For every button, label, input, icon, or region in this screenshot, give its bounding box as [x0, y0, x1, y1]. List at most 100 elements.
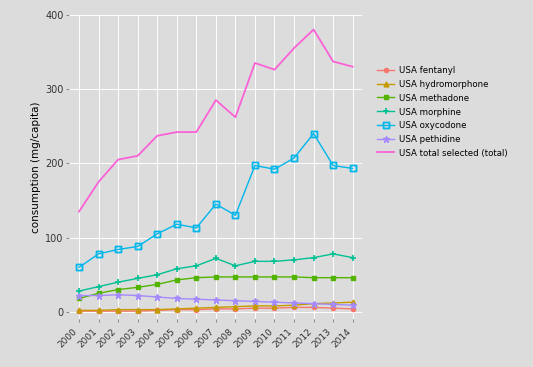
- USA pethidine: [154, 295, 160, 299]
- USA morphine: [291, 258, 297, 262]
- USA total selected (total): [115, 157, 122, 162]
- USA pethidine: [213, 298, 219, 302]
- USA hydromorphone: [232, 305, 239, 309]
- USA methadone: [330, 276, 336, 280]
- USA total selected (total): [350, 65, 356, 69]
- USA oxycodone: [174, 222, 180, 226]
- USA oxycodone: [154, 232, 160, 236]
- USA fentanyl: [193, 308, 199, 312]
- USA methadone: [76, 296, 82, 301]
- USA methadone: [213, 275, 219, 279]
- USA fentanyl: [213, 307, 219, 311]
- USA fentanyl: [134, 309, 141, 313]
- USA hydromorphone: [252, 304, 258, 308]
- USA fentanyl: [271, 306, 278, 310]
- USA morphine: [271, 259, 278, 264]
- USA morphine: [193, 264, 199, 268]
- USA morphine: [95, 284, 102, 289]
- USA oxycodone: [330, 163, 336, 168]
- USA methadone: [193, 276, 199, 280]
- USA fentanyl: [174, 308, 180, 312]
- USA total selected (total): [154, 134, 160, 138]
- USA pethidine: [134, 293, 141, 298]
- USA pethidine: [291, 301, 297, 305]
- USA pethidine: [95, 293, 102, 298]
- USA pethidine: [310, 301, 317, 306]
- USA total selected (total): [271, 68, 278, 72]
- USA morphine: [174, 266, 180, 271]
- USA morphine: [310, 255, 317, 260]
- USA total selected (total): [193, 130, 199, 134]
- USA methadone: [154, 282, 160, 287]
- USA hydromorphone: [330, 301, 336, 305]
- USA methadone: [95, 291, 102, 295]
- USA oxycodone: [213, 202, 219, 206]
- USA methadone: [271, 275, 278, 279]
- Line: USA fentanyl: USA fentanyl: [77, 305, 355, 313]
- Y-axis label: consumption (mg/capita): consumption (mg/capita): [31, 101, 41, 233]
- USA total selected (total): [76, 209, 82, 214]
- USA fentanyl: [154, 308, 160, 313]
- USA morphine: [252, 259, 258, 264]
- Line: USA morphine: USA morphine: [76, 250, 356, 295]
- USA oxycodone: [291, 156, 297, 160]
- USA morphine: [134, 276, 141, 281]
- USA fentanyl: [330, 306, 336, 310]
- USA methadone: [115, 287, 122, 292]
- USA fentanyl: [252, 306, 258, 310]
- USA morphine: [154, 273, 160, 277]
- USA methadone: [232, 275, 239, 279]
- USA fentanyl: [95, 309, 102, 313]
- USA total selected (total): [174, 130, 180, 134]
- USA methadone: [252, 275, 258, 279]
- USA pethidine: [350, 303, 356, 308]
- USA oxycodone: [252, 163, 258, 168]
- USA morphine: [115, 280, 122, 284]
- USA hydromorphone: [76, 308, 82, 313]
- USA total selected (total): [252, 61, 258, 65]
- USA fentanyl: [115, 309, 122, 313]
- USA total selected (total): [291, 46, 297, 50]
- USA total selected (total): [95, 179, 102, 184]
- USA fentanyl: [350, 307, 356, 311]
- USA total selected (total): [134, 154, 141, 158]
- USA total selected (total): [232, 115, 239, 119]
- USA pethidine: [76, 293, 82, 298]
- USA morphine: [213, 256, 219, 261]
- USA pethidine: [252, 299, 258, 304]
- USA oxycodone: [232, 213, 239, 218]
- Line: USA oxycodone: USA oxycodone: [76, 130, 356, 270]
- USA methadone: [174, 278, 180, 282]
- Line: USA pethidine: USA pethidine: [76, 291, 356, 309]
- USA methadone: [350, 276, 356, 280]
- USA fentanyl: [310, 305, 317, 310]
- USA total selected (total): [213, 98, 219, 102]
- USA pethidine: [232, 298, 239, 303]
- USA total selected (total): [330, 59, 336, 64]
- USA oxycodone: [310, 131, 317, 136]
- Legend: USA fentanyl, USA hydromorphone, USA methadone, USA morphine, USA oxycodone, USA: USA fentanyl, USA hydromorphone, USA met…: [376, 65, 509, 160]
- USA morphine: [350, 255, 356, 260]
- USA pethidine: [330, 302, 336, 307]
- Line: USA hydromorphone: USA hydromorphone: [77, 300, 355, 313]
- USA hydromorphone: [213, 305, 219, 310]
- USA hydromorphone: [193, 306, 199, 310]
- USA oxycodone: [115, 247, 122, 252]
- USA pethidine: [271, 300, 278, 304]
- Line: USA total selected (total): USA total selected (total): [79, 29, 353, 211]
- USA oxycodone: [76, 265, 82, 269]
- USA pethidine: [174, 296, 180, 301]
- USA methadone: [291, 275, 297, 279]
- USA methadone: [134, 285, 141, 290]
- USA fentanyl: [232, 307, 239, 311]
- USA morphine: [232, 264, 239, 268]
- USA hydromorphone: [310, 301, 317, 306]
- USA hydromorphone: [134, 308, 141, 312]
- USA hydromorphone: [350, 300, 356, 304]
- USA oxycodone: [134, 244, 141, 249]
- USA hydromorphone: [154, 308, 160, 312]
- USA pethidine: [115, 292, 122, 297]
- USA oxycodone: [350, 166, 356, 171]
- USA morphine: [76, 289, 82, 293]
- USA oxycodone: [271, 167, 278, 171]
